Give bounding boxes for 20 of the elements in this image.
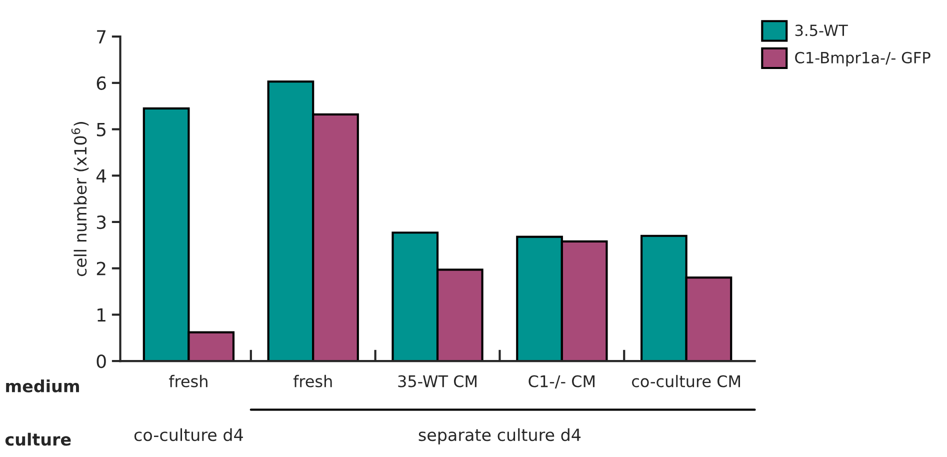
y-tick-label: 3: [96, 215, 106, 230]
y-tick-label: 4: [96, 169, 106, 182]
x-tick-label: fresh: [293, 374, 332, 388]
legend-label: 3.5-WT: [795, 24, 848, 36]
legend-label: C1-Bmpr1a-/- GFP: [795, 52, 930, 66]
y-tick-label: 1: [98, 308, 106, 322]
text: medium: [6, 380, 79, 392]
y-tick-label: 7: [97, 30, 106, 44]
y-tick-label: 6: [96, 76, 106, 90]
text: co-culture d4: [134, 428, 243, 442]
x-tick-label: C1-/- CM: [528, 375, 594, 389]
y-tick-label: 2: [96, 262, 106, 276]
text: culture: [5, 432, 71, 446]
x-tick-label: fresh: [169, 374, 208, 388]
text: separate culture d4: [418, 428, 581, 444]
y-tick-label: 5: [96, 122, 106, 136]
y-axis-title: cell number (x10$^{6}$): [71, 122, 89, 276]
x-tick-label: 35-WT CM: [398, 375, 476, 388]
x-tick-label: co-culture CM: [632, 374, 740, 388]
y-tick-label: 0: [96, 354, 106, 368]
